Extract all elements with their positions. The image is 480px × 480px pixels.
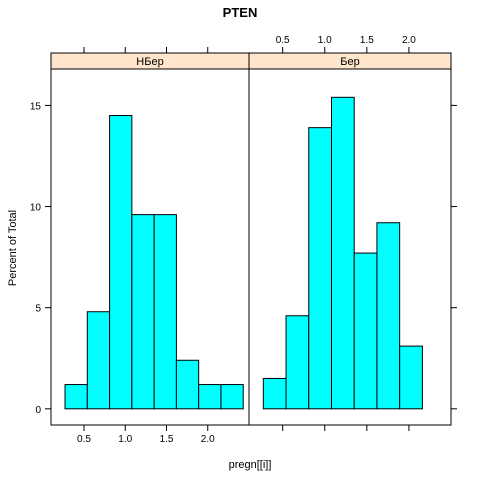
- x-tick-label: 1.0: [118, 434, 132, 445]
- histogram-bar: [109, 115, 133, 410]
- histogram-bar: [399, 345, 423, 410]
- histogram-bar: [64, 384, 88, 410]
- x-tick-label: 2.0: [201, 434, 215, 445]
- histogram-bar: [376, 222, 401, 410]
- histogram-bar: [175, 359, 200, 410]
- y-axis-label: Percent of Total: [7, 210, 19, 286]
- x-tick-label: 2.0: [402, 35, 416, 46]
- histogram-bar: [153, 214, 177, 410]
- histogram-bar: [86, 311, 111, 410]
- x-tick-label: 1.5: [360, 35, 374, 46]
- strip-label: Бер: [340, 56, 359, 68]
- histogram-bar: [353, 252, 378, 410]
- histogram-bar: [131, 214, 155, 410]
- y-tick-label: 5: [35, 304, 41, 315]
- y-tick-label: 10: [30, 203, 42, 214]
- histogram-bar: [198, 384, 222, 410]
- panels: НБер 0.5 1.0 1.5 2.0 Бер 0.5 1.0 1.5 2.0 0 5 10 15: [30, 35, 457, 445]
- histogram-bar: [285, 315, 310, 410]
- x-tick-label: 1.0: [318, 35, 332, 46]
- histogram-bar: [220, 384, 244, 410]
- panel-2: Бер 0.5 1.0 1.5 2.0: [248, 35, 452, 431]
- x-tick-label: 1.5: [160, 434, 174, 445]
- histogram-bar: [262, 377, 287, 410]
- strip-label: НБер: [136, 56, 163, 68]
- x-tick-label: 0.5: [77, 434, 91, 445]
- x-tick-label: 0.5: [276, 35, 290, 46]
- x-axis-label: pregn[[i]]: [229, 459, 272, 471]
- chart-title: PTEN: [223, 5, 258, 20]
- histogram-bar: [308, 127, 332, 410]
- y-tick-label: 15: [30, 101, 42, 112]
- y-tick-label: 0: [35, 405, 41, 416]
- panel-1: НБер 0.5 1.0 1.5 2.0: [50, 47, 250, 445]
- histogram-bar: [330, 96, 355, 410]
- panel-border: [248, 68, 452, 426]
